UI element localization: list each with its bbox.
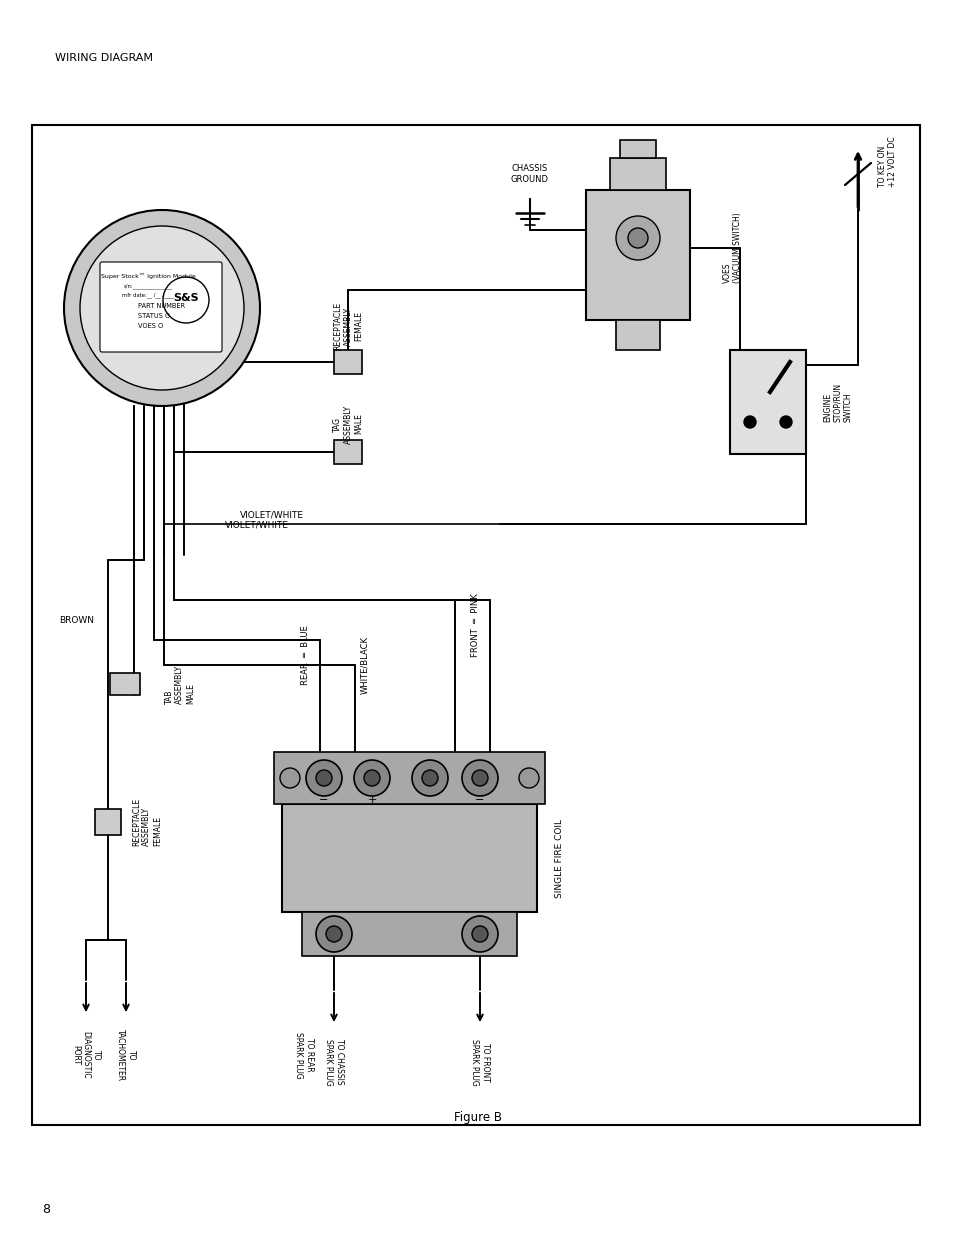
Text: Figure B: Figure B bbox=[454, 1112, 501, 1125]
Circle shape bbox=[326, 926, 341, 942]
Circle shape bbox=[780, 416, 791, 429]
Text: TO FRONT
SPARK PLUG: TO FRONT SPARK PLUG bbox=[470, 1039, 489, 1086]
Text: REAR  ═  BLUE: REAR ═ BLUE bbox=[301, 625, 310, 685]
Bar bbox=[619, 140, 656, 158]
Circle shape bbox=[421, 769, 437, 785]
Bar bbox=[334, 440, 361, 464]
Text: −: − bbox=[475, 795, 484, 805]
Text: TAG
ASSEMBLY
MALE: TAG ASSEMBLY MALE bbox=[333, 404, 362, 443]
Circle shape bbox=[315, 769, 332, 785]
Bar bbox=[302, 911, 517, 956]
Text: +: + bbox=[367, 795, 376, 805]
Text: TO
DIAGNOSTIC
PORT: TO DIAGNOSTIC PORT bbox=[71, 1031, 101, 1079]
Text: RECEPTACLE
ASSEMBLY
FEMALE: RECEPTACLE ASSEMBLY FEMALE bbox=[132, 798, 162, 846]
Text: TO KEY ON
+12 VOLT DC: TO KEY ON +12 VOLT DC bbox=[877, 137, 897, 188]
Text: FRONT  ═  PINK: FRONT ═ PINK bbox=[471, 593, 479, 657]
Bar bbox=[585, 190, 689, 320]
Circle shape bbox=[518, 768, 538, 788]
Bar bbox=[32, 125, 919, 1125]
Text: VIOLET/WHITE: VIOLET/WHITE bbox=[225, 520, 289, 530]
Text: TO REAR
SPARK PLUG: TO REAR SPARK PLUG bbox=[294, 1031, 314, 1078]
Bar bbox=[282, 804, 537, 911]
Circle shape bbox=[280, 768, 299, 788]
Text: WHITE/BLACK: WHITE/BLACK bbox=[360, 636, 369, 694]
Bar bbox=[110, 673, 140, 695]
Circle shape bbox=[616, 216, 659, 261]
Circle shape bbox=[364, 769, 379, 785]
Bar bbox=[609, 158, 665, 190]
Circle shape bbox=[412, 760, 448, 797]
Text: ENGINE
STOP/RUN
SWITCH: ENGINE STOP/RUN SWITCH bbox=[822, 383, 852, 421]
Circle shape bbox=[461, 760, 497, 797]
Circle shape bbox=[64, 210, 260, 406]
Text: WIRING DIAGRAM: WIRING DIAGRAM bbox=[55, 53, 152, 63]
Circle shape bbox=[627, 228, 647, 248]
Circle shape bbox=[743, 416, 755, 429]
Text: BROWN: BROWN bbox=[59, 615, 94, 625]
Circle shape bbox=[461, 916, 497, 952]
Bar bbox=[729, 350, 805, 454]
Text: TO
TACHOMETER: TO TACHOMETER bbox=[116, 1029, 135, 1081]
Circle shape bbox=[315, 916, 352, 952]
Text: −: − bbox=[319, 795, 329, 805]
Circle shape bbox=[163, 277, 209, 324]
Bar bbox=[95, 809, 121, 835]
Text: 8: 8 bbox=[42, 1203, 50, 1216]
Text: Super Stock™ Ignition Module: Super Stock™ Ignition Module bbox=[100, 273, 195, 279]
Text: RECEPTACLE
ASSEMBLY
FEMALE: RECEPTACLE ASSEMBLY FEMALE bbox=[333, 301, 362, 350]
Circle shape bbox=[306, 760, 341, 797]
Text: STATUS O: STATUS O bbox=[138, 312, 170, 319]
Text: S&S: S&S bbox=[173, 293, 198, 303]
Text: TO CHASSIS
SPARK PLUG: TO CHASSIS SPARK PLUG bbox=[324, 1039, 343, 1086]
Text: SINGLE FIRE COIL: SINGLE FIRE COIL bbox=[555, 819, 563, 898]
Circle shape bbox=[472, 926, 488, 942]
Circle shape bbox=[472, 769, 488, 785]
FancyBboxPatch shape bbox=[100, 262, 222, 352]
Bar bbox=[274, 752, 544, 804]
Text: VOES O: VOES O bbox=[138, 324, 163, 329]
Bar bbox=[334, 350, 361, 374]
Text: PART NUMBER: PART NUMBER bbox=[138, 303, 185, 309]
Text: mfr date:__ /__ /____: mfr date:__ /__ /____ bbox=[122, 293, 174, 298]
Circle shape bbox=[80, 226, 244, 390]
Bar bbox=[616, 320, 659, 350]
Text: VIOLET/WHITE: VIOLET/WHITE bbox=[240, 510, 304, 520]
Circle shape bbox=[354, 760, 390, 797]
Text: VOES
(VACUUM SWITCH): VOES (VACUUM SWITCH) bbox=[722, 212, 741, 283]
Text: s/n:_______________: s/n:_______________ bbox=[123, 283, 172, 289]
Text: CHASSIS
GROUND: CHASSIS GROUND bbox=[511, 164, 548, 184]
Text: TAB
ASSEMBLY
MALE: TAB ASSEMBLY MALE bbox=[165, 664, 194, 704]
